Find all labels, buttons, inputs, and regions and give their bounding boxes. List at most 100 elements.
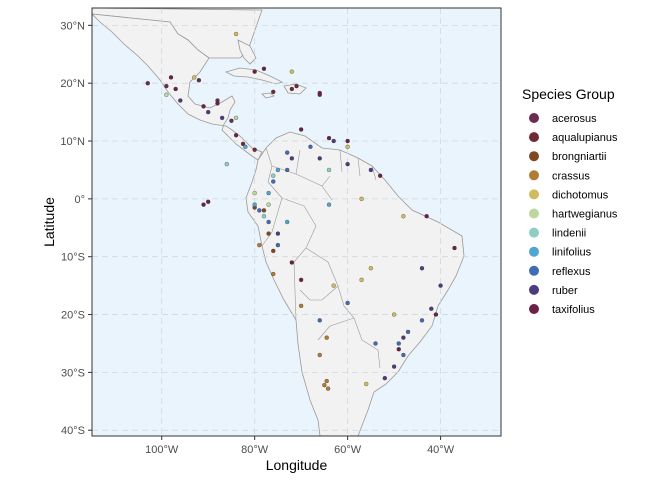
- occurrence-point-acerosus: [196, 78, 202, 83]
- occurrence-point-reflexus: [308, 144, 313, 149]
- legend-label-lindenii: lindenii: [552, 228, 586, 240]
- landmass-cuba: [224, 67, 284, 85]
- x-tick-label: 100°W: [145, 444, 179, 456]
- legend-label-hartwegianus: hartwegianus: [552, 209, 618, 221]
- landmass-south-america: [245, 131, 465, 436]
- land-masses: [92, 8, 465, 436]
- occurrence-point-ruber: [317, 156, 322, 161]
- landmass-hispaniola: [283, 83, 307, 95]
- occurrence-point-ruber: [275, 231, 281, 236]
- occurrence-point-ruber: [419, 266, 425, 271]
- legend-key-lindenii: [529, 227, 539, 238]
- occurrence-point-dichotomus: [233, 31, 239, 37]
- occurrence-point-reflexus: [257, 208, 262, 213]
- occurrence-point-ruber: [206, 109, 211, 115]
- occurrence-point-reflexus: [266, 219, 271, 225]
- legend-key-crassus: [529, 170, 539, 181]
- occurrence-point-crassus: [322, 382, 327, 388]
- plot-frame: [91, 7, 502, 437]
- occurrence-point-acerosus: [294, 83, 299, 89]
- occurrence-point-taxifolius: [289, 260, 295, 265]
- legend-label-ruber: ruber: [552, 285, 578, 297]
- legend-key-ruber: [529, 284, 539, 295]
- occurrence-point-linifolius: [252, 202, 257, 207]
- occurrence-point-dichotomus: [359, 277, 364, 282]
- occurrence-point-ruber: [331, 138, 336, 144]
- x-tick-label: 40°W: [427, 444, 455, 456]
- occurrence-point-crassus: [317, 352, 322, 358]
- y-tick-label: 10°N: [60, 136, 85, 148]
- x-tick-label: 60°W: [334, 444, 362, 456]
- occurrence-point-lindenii: [261, 214, 267, 219]
- legend-label-taxifolius: taxifolius: [552, 304, 595, 316]
- occurrence-point-lindenii: [224, 162, 229, 167]
- occurrence-point-crassus: [324, 378, 329, 384]
- occurrence-point-taxifolius: [168, 75, 174, 80]
- landmass-florida: [237, 39, 257, 65]
- occurrence-point-taxifolius: [215, 101, 220, 106]
- legend-key-hartwegianus: [529, 208, 539, 219]
- occurrence-point-dichotomus: [364, 381, 369, 387]
- occurrence-point-linifolius: [243, 144, 248, 149]
- y-tick-label: 0°: [74, 194, 85, 206]
- occurrence-point-reflexus: [275, 242, 281, 248]
- x-tick-label: 80°W: [241, 444, 269, 456]
- occurrence-point-hartwegianus: [252, 190, 257, 196]
- occurrence-point-taxifolius: [201, 202, 206, 207]
- occurrence-point-taxifolius: [252, 69, 257, 74]
- y-tick-label: 20°N: [60, 78, 85, 90]
- occurrence-point-acerosus: [145, 81, 150, 86]
- occurrence-point-reflexus: [396, 341, 401, 346]
- occurrence-point-taxifolius: [298, 127, 304, 132]
- occurrence-point-reflexus: [285, 167, 290, 173]
- y-axis-title: Latitude: [41, 197, 57, 247]
- occurrence-point-taxifolius: [233, 133, 239, 138]
- legend-label-brongniartii: brongniartii: [552, 151, 606, 163]
- occurrence-point-reflexus: [285, 150, 290, 155]
- occurrence-point-ruber: [219, 115, 225, 121]
- occurrence-point-ruber: [391, 364, 397, 369]
- occurrence-point-aqualupianus: [289, 86, 295, 92]
- occurrence-point-dichotomus: [331, 283, 336, 288]
- occurrence-point-dichotomus: [192, 75, 197, 80]
- occurrence-point-reflexus: [419, 318, 425, 323]
- occurrence-point-ruber: [438, 283, 443, 288]
- occurrence-point-linifolius: [285, 219, 290, 225]
- graticule-grid: [92, 8, 501, 436]
- occurrence-point-taxifolius: [378, 173, 383, 178]
- occurrence-point-crassus: [324, 335, 329, 340]
- occurrence-point-dichotomus: [359, 196, 364, 202]
- y-axis-ticks: 30°N 20°N 10°N 0° 10°S 20°S 30°S 40°S: [60, 20, 92, 437]
- x-axis-ticks: 100°W 80°W 60°W 40°W: [145, 436, 455, 456]
- occurrence-point-taxifolius: [317, 92, 322, 97]
- occurrence-point-aqualupianus: [252, 147, 257, 152]
- occurrence-point-taxifolius: [452, 245, 457, 251]
- occurrence-point-taxifolius: [345, 138, 350, 144]
- occurrence-point-hartwegianus: [233, 115, 239, 121]
- occurrence-point-ruber: [401, 335, 406, 340]
- occurrence-point-ruber: [178, 98, 183, 103]
- occurrence-point-aqualupianus: [271, 89, 276, 95]
- legend-key-brongniartii: [529, 151, 539, 162]
- occurrence-point-taxifolius: [201, 104, 206, 109]
- occurrence-point-aqualupianus: [240, 141, 246, 147]
- legend-key-aqualupianus: [529, 132, 539, 143]
- legend-label-acerosus: acerosus: [552, 113, 597, 125]
- y-tick-label: 10°S: [61, 252, 85, 264]
- occurrence-point-acerosus: [229, 118, 234, 123]
- occurrence-point-crassus: [257, 242, 262, 248]
- occurrence-points: [145, 31, 457, 391]
- occurrence-point-ruber: [289, 156, 295, 161]
- occurrence-point-acerosus: [164, 83, 169, 89]
- legend-key-acerosus: [529, 113, 539, 123]
- occurrence-point-taxifolius: [396, 347, 401, 352]
- legend-key-linifolius: [529, 246, 539, 257]
- occurrence-point-taxifolius: [326, 135, 332, 141]
- occurrence-point-reflexus: [271, 179, 276, 184]
- legend: Species Group acerosus aqualupianus brongn…: [522, 86, 618, 316]
- occurrence-point-taxifolius: [173, 86, 178, 92]
- country-borders: [261, 147, 381, 369]
- occurrence-point-ruber: [368, 167, 374, 173]
- occurrence-point-taxifolius: [433, 312, 439, 317]
